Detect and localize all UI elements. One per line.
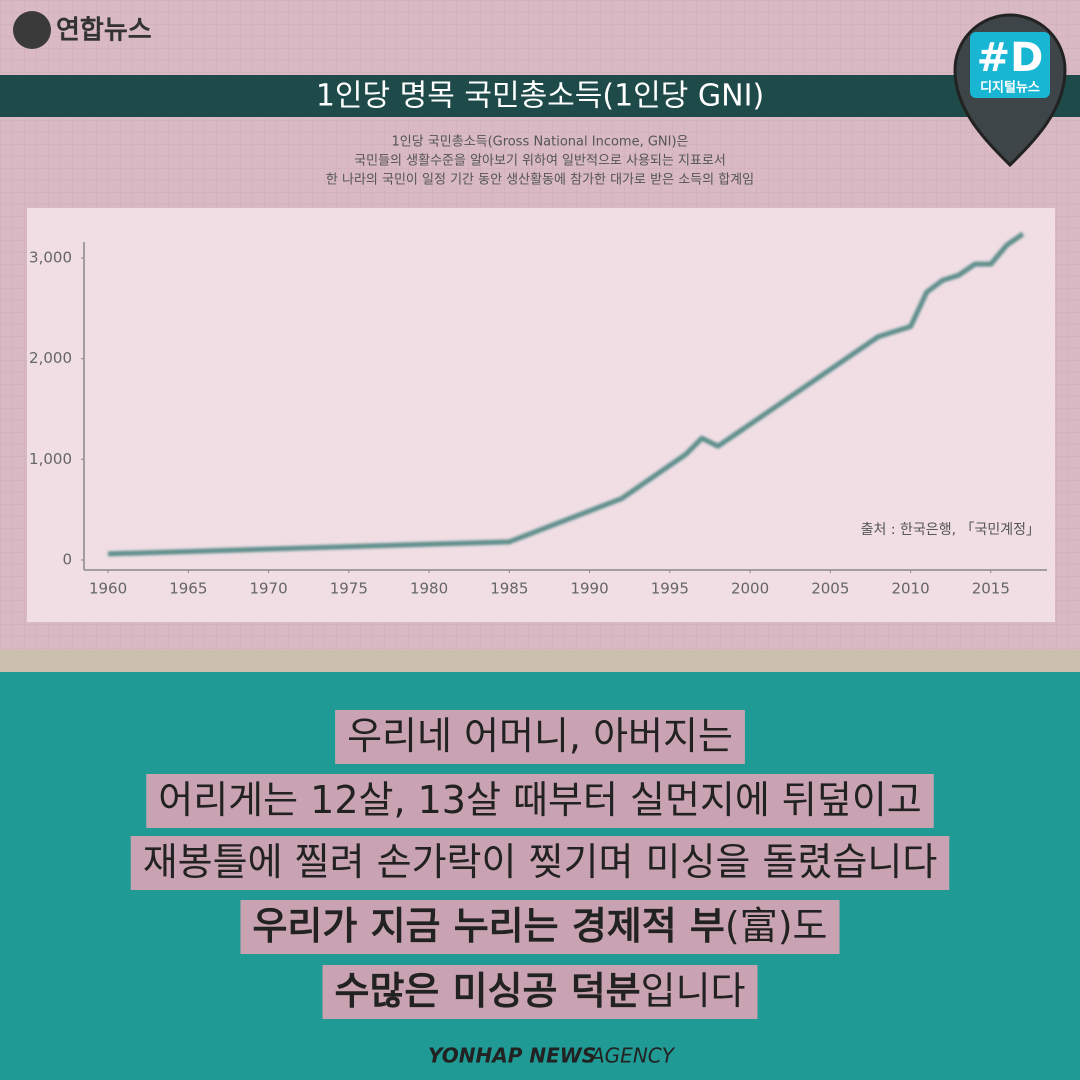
y-tick-label: 2,000 xyxy=(29,349,72,367)
caption-segment: 재봉틀에 찔려 손가락이 찢기며 미싱을 돌렸습니다 xyxy=(143,840,938,884)
logo: 연합뉴스 xyxy=(56,16,152,46)
caption-line: 수많은 미싱공 덕분입니다 xyxy=(322,965,758,1019)
caption-segment: 입니다 xyxy=(641,969,746,1013)
caption-line: 어리게는 12살, 13살 때부터 실먼지에 뒤덮이고 xyxy=(146,774,934,828)
caption-text: 어리게는 12살, 13살 때부터 실먼지에 뒤덮이고 xyxy=(158,778,922,822)
x-tick-label: 2000 xyxy=(731,580,769,598)
badge-tag: #D xyxy=(977,35,1044,81)
x-tick-label: 1980 xyxy=(410,580,448,598)
y-tick-label: 1,000 xyxy=(29,450,72,468)
x-tick-label: 1990 xyxy=(570,580,608,598)
caption-segment: 우리네 어머니, 아버지는 xyxy=(347,714,733,758)
caption-line: 우리가 지금 누리는 경제적 부(富)도 xyxy=(240,900,840,954)
badge-inner xyxy=(970,32,1050,98)
footer-brand: YONHAP NEWS xyxy=(428,1044,596,1068)
caption-segment: 수많은 미싱공 덕분 xyxy=(334,969,640,1013)
y-tick-label: 3,000 xyxy=(29,249,72,267)
x-tick-label: 1985 xyxy=(490,580,528,598)
caption-text: 수많은 미싱공 덕분입니다 xyxy=(334,969,745,1013)
data-line xyxy=(107,231,1025,557)
logo-icon xyxy=(13,11,51,49)
chart-title: 1인당 명목 국민총소득(1인당 GNI) xyxy=(316,79,764,114)
x-tick-label: 2005 xyxy=(811,580,849,598)
badge-label: 디지털뉴스 xyxy=(980,80,1040,96)
description-line: 한 나라의 국민이 일정 기간 동안 생산활동에 참가한 대가로 받은 소득의 … xyxy=(326,173,754,188)
caption-segment: 어리게는 12살, 13살 때부터 실먼지에 뒤덮이고 xyxy=(158,778,922,822)
caption-box xyxy=(130,836,950,890)
caption-segment: (富)도 xyxy=(725,904,828,948)
x-tick-label: 1965 xyxy=(169,580,207,598)
y-tick-label: 0 xyxy=(62,550,72,568)
source: 출처 : 한국은행, 「국민계정」 xyxy=(861,522,1040,538)
x-tick-label: 1975 xyxy=(330,580,368,598)
caption-line: 우리네 어머니, 아버지는 xyxy=(335,710,745,764)
caption-segment: 우리가 지금 누리는 경제적 부 xyxy=(252,904,724,948)
description-line: 1인당 국민총소득(Gross National Income, GNI)은 xyxy=(391,135,688,150)
x-tick-label: 2010 xyxy=(891,580,929,598)
chart-panel xyxy=(27,208,1055,622)
x-tick-label: 1960 xyxy=(89,580,127,598)
caption-line: 재봉틀에 찔려 손가락이 찢기며 미싱을 돌렸습니다 xyxy=(130,836,950,890)
caption-box xyxy=(322,965,758,1019)
caption-box xyxy=(240,900,840,954)
caption-text: 우리가 지금 누리는 경제적 부(富)도 xyxy=(252,904,827,948)
caption-text: 재봉틀에 찔려 손가락이 찢기며 미싱을 돌렸습니다 xyxy=(143,840,938,884)
footer-suffix: AGENCY xyxy=(589,1044,676,1068)
divider xyxy=(0,650,1080,672)
title-bar xyxy=(0,75,1080,117)
caption-text: 우리네 어머니, 아버지는 xyxy=(347,714,733,758)
x-tick-label: 1970 xyxy=(249,580,287,598)
x-tick-label: 2015 xyxy=(972,580,1010,598)
caption-box xyxy=(146,774,934,828)
description-line: 국민들의 생활수준을 알아보기 위하여 일반적으로 사용되는 지표로서 xyxy=(354,154,726,169)
x-tick-label: 1995 xyxy=(651,580,689,598)
caption-box xyxy=(335,710,745,764)
